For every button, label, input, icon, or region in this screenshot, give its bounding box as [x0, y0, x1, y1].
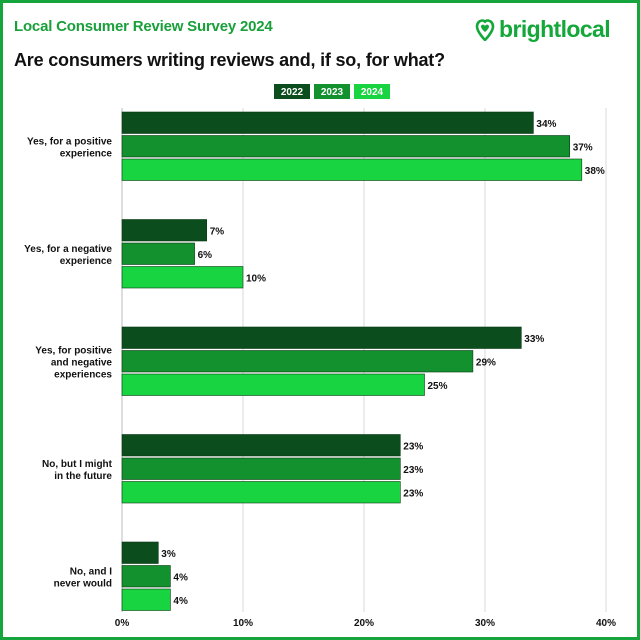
bar-2022-1: [121, 219, 207, 242]
data-label-2023-3: 23%: [403, 465, 423, 476]
bar-2024-2: [121, 373, 425, 396]
bar-2023-2: [121, 350, 474, 373]
chart-title: Are consumers writing reviews and, if so…: [14, 50, 445, 70]
bar-2023-0: [121, 135, 571, 158]
category-label-3: No, but I might in the future: [42, 459, 113, 482]
data-label-2024-2: 25%: [428, 381, 448, 392]
data-label-2024-3: 23%: [403, 488, 423, 499]
legend-label-2022: 2022: [281, 87, 304, 98]
category-label-1: Yes, for a negative experience: [24, 244, 112, 267]
brightlocal-logo: brightlocal: [475, 16, 611, 43]
brand-name: brightlocal: [499, 16, 611, 42]
data-label-2022-3: 23%: [403, 441, 423, 452]
data-label-2024-0: 38%: [585, 166, 605, 177]
legend-label-2023: 2023: [321, 87, 344, 98]
data-label-2023-0: 37%: [573, 142, 593, 153]
x-tick-label-30: 30%: [475, 618, 495, 629]
x-tick-label-10: 10%: [233, 618, 253, 629]
bar-2023-4: [121, 565, 171, 588]
data-label-2022-4: 3%: [161, 549, 176, 560]
x-tick-label-40: 40%: [596, 618, 616, 629]
legend-label-2024: 2024: [361, 87, 384, 98]
data-label-2023-1: 6%: [198, 250, 213, 261]
legend-swatch-2022: [274, 84, 310, 99]
bar-2022-4: [121, 541, 159, 564]
data-label-2022-2: 33%: [524, 334, 544, 345]
data-label-2023-4: 4%: [173, 572, 188, 583]
heart-location-pin-icon: [475, 18, 495, 41]
x-tick-label-20: 20%: [354, 618, 374, 629]
legend-swatch-2024: [354, 84, 390, 99]
bar-2024-0: [121, 158, 583, 181]
data-label-2022-0: 34%: [536, 119, 556, 130]
data-label-2024-4: 4%: [173, 596, 188, 607]
bar-2022-2: [121, 326, 522, 349]
survey-title: Local Consumer Review Survey 2024: [14, 18, 273, 35]
bar-2024-4: [121, 588, 171, 611]
data-label-2024-1: 10%: [246, 273, 266, 284]
bar-2023-3: [121, 457, 401, 480]
bar-2022-3: [121, 434, 401, 457]
bar-2024-1: [121, 266, 244, 289]
x-tick-label-0: 0%: [115, 618, 130, 629]
category-label-0: Yes, for a positive experience: [27, 136, 112, 159]
data-label-2023-2: 29%: [476, 357, 496, 368]
data-label-2022-1: 7%: [210, 226, 225, 237]
bar-2024-3: [121, 481, 401, 504]
category-label-2: Yes, for positive and negative experiences: [35, 345, 112, 380]
bar-2022-0: [121, 111, 534, 134]
legend-swatch-2023: [314, 84, 350, 99]
bar-2023-1: [121, 242, 195, 265]
